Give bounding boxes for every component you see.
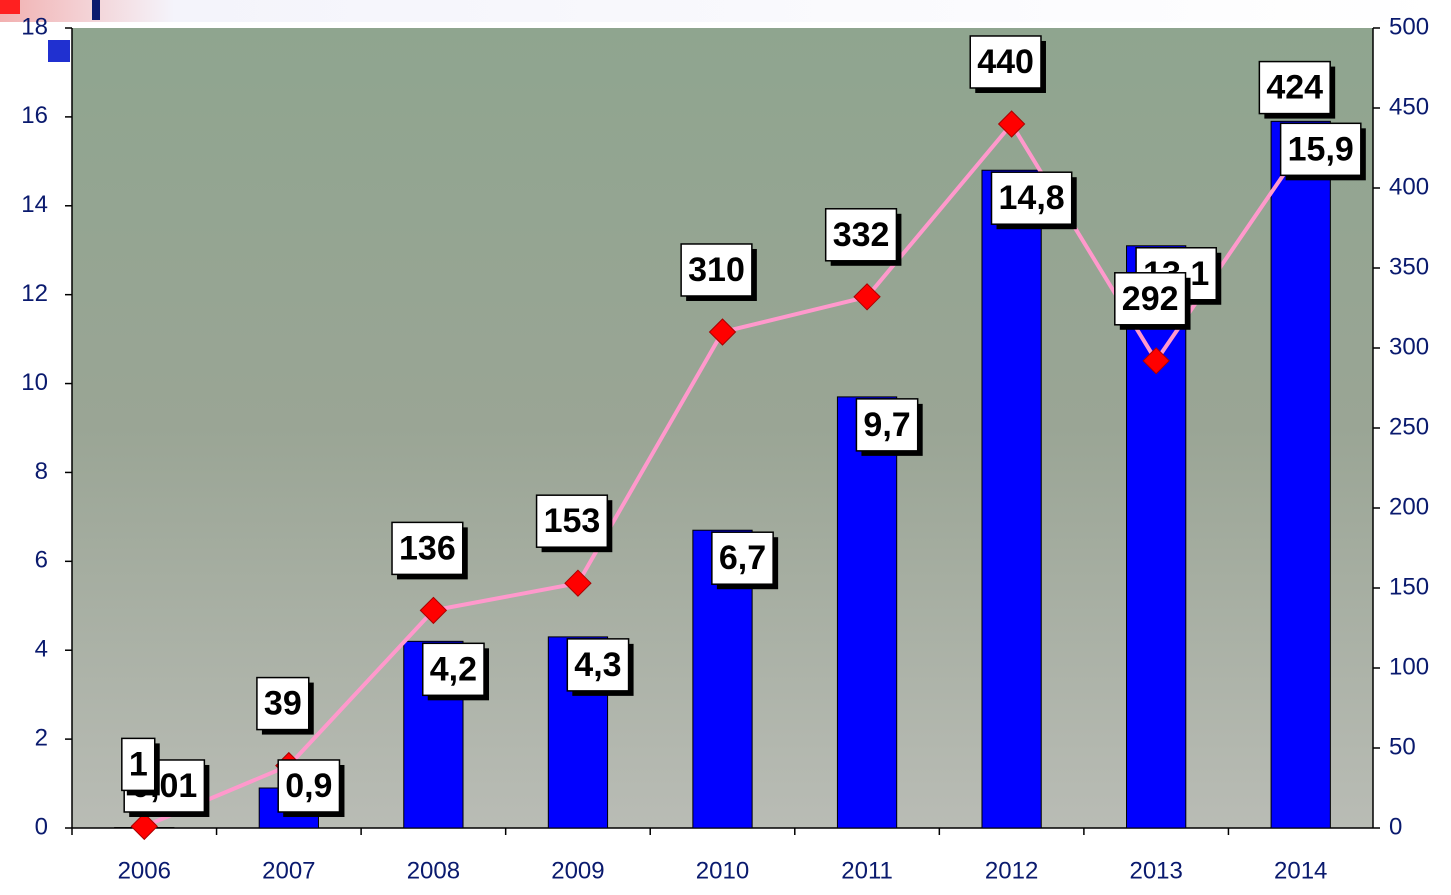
- y2-tick-label: 50: [1389, 733, 1416, 760]
- value-label: 4,2: [430, 650, 477, 688]
- x-tick-label: 2007: [262, 857, 315, 884]
- label-box: [121, 737, 156, 792]
- value-label: 424: [1266, 69, 1323, 107]
- decoration: [48, 40, 70, 62]
- x-tick-label: 2011: [841, 857, 893, 884]
- value-label: 310: [688, 251, 745, 289]
- label-box: [855, 398, 919, 452]
- value-label: 9,7: [863, 406, 910, 444]
- y-tick-label: 0: [35, 813, 48, 840]
- y2-tick-label: 150: [1389, 573, 1429, 600]
- value-label: 440: [977, 43, 1034, 81]
- value-label: 14,8: [999, 179, 1065, 217]
- label-box: [711, 531, 774, 585]
- bar: [836, 396, 898, 829]
- x-tick-label: 2008: [407, 857, 460, 884]
- y2-tick-label: 300: [1389, 333, 1429, 360]
- value-label: 39: [264, 685, 302, 723]
- y2-tick-label: 0: [1389, 813, 1402, 840]
- y-tick-label: 18: [21, 13, 48, 40]
- decoration: [92, 0, 100, 20]
- y2-tick-label: 400: [1389, 173, 1429, 200]
- value-label: 1: [129, 745, 148, 783]
- x-tick-label: 2013: [1129, 857, 1182, 884]
- y-tick-label: 2: [35, 724, 48, 751]
- y2-tick-label: 350: [1389, 253, 1429, 280]
- marker: [564, 569, 592, 597]
- marker: [853, 283, 881, 311]
- marker: [997, 110, 1026, 138]
- y2-tick-label: 250: [1389, 413, 1429, 440]
- bar: [1270, 120, 1331, 829]
- value-label: 136: [399, 529, 456, 567]
- bar: [1126, 245, 1187, 829]
- y-tick-label: 16: [21, 102, 48, 129]
- label-box: [969, 35, 1042, 89]
- value-label: 292: [1122, 280, 1179, 318]
- label-box: [277, 759, 341, 813]
- y2-tick-label: 450: [1389, 93, 1429, 120]
- y-tick-label: 8: [35, 458, 48, 485]
- y2-tick-label: 500: [1389, 13, 1429, 40]
- label-box: [824, 208, 898, 262]
- y2-tick-label: 100: [1389, 653, 1429, 680]
- x-tick-label: 2006: [118, 857, 171, 884]
- marker: [708, 318, 737, 346]
- label-box: [535, 494, 609, 548]
- x-tick-label: 2014: [1274, 857, 1327, 884]
- label-box: [566, 638, 630, 692]
- x-tick-label: 2009: [551, 857, 604, 884]
- header-band: [0, 0, 1451, 22]
- decoration: [0, 0, 20, 14]
- label-box: [1279, 122, 1362, 177]
- marker: [130, 812, 158, 841]
- label-box: [990, 171, 1073, 225]
- value-label: 0,9: [285, 767, 332, 805]
- value-label: 4,3: [574, 646, 621, 684]
- value-label: 6,7: [719, 539, 766, 577]
- label-box: [422, 642, 485, 697]
- x-tick-label: 2012: [985, 857, 1038, 884]
- y-tick-label: 4: [35, 636, 48, 663]
- value-label: 15,9: [1288, 130, 1354, 168]
- y-tick-label: 14: [21, 191, 48, 218]
- label-box: [1258, 60, 1331, 115]
- marker: [419, 596, 448, 625]
- y-tick-label: 12: [21, 280, 48, 307]
- label-box: [680, 243, 753, 297]
- y2-tick-label: 200: [1389, 493, 1429, 520]
- value-label: 153: [544, 502, 601, 540]
- x-tick-label: 2010: [696, 857, 749, 884]
- label-box: [256, 676, 310, 731]
- marker: [1142, 347, 1170, 375]
- value-label: 332: [833, 216, 890, 254]
- label-box: [1114, 272, 1187, 326]
- y-tick-label: 10: [21, 369, 48, 396]
- label-box: [391, 521, 464, 576]
- y-tick-label: 6: [35, 547, 48, 574]
- bar: [981, 169, 1042, 829]
